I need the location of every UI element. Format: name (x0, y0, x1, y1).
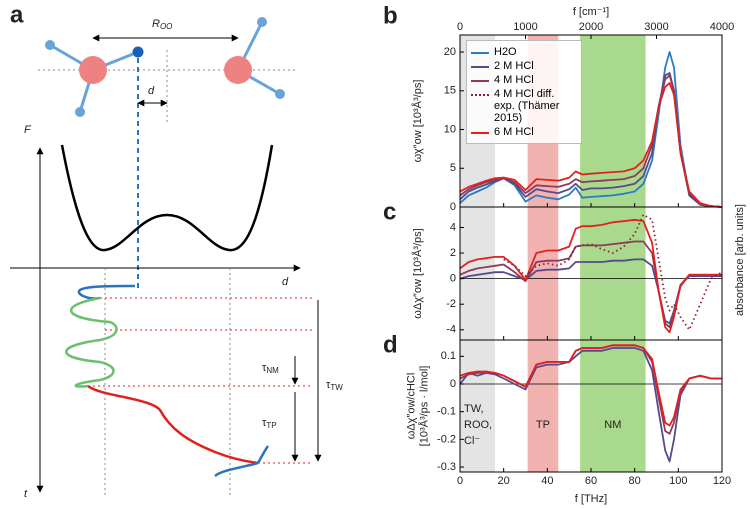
y2-axis-label: absorbance [arb. units] (734, 204, 746, 316)
y-tick-label: 0 (450, 378, 456, 390)
legend-label: 6 M HCl (494, 126, 534, 138)
y-tick-label: 20 (444, 46, 456, 58)
tau: τ (262, 417, 267, 429)
diagram: a ROO d F d t (10, 1, 343, 500)
d-label: d (148, 85, 155, 97)
region-label: TP (536, 419, 550, 431)
panel-letter: a (10, 1, 24, 28)
y-tick-label: 10 (444, 123, 456, 135)
x-tick-label: 60 (585, 475, 597, 487)
x2-tick-label: 4000 (710, 21, 734, 33)
shared-hydrogen (132, 46, 144, 58)
series-line (503, 213, 723, 331)
legend-entry: 4 M HCl diff. exp. (Thämer 2015) (471, 88, 577, 124)
region-label: NM (604, 419, 621, 431)
y-tick-label: 0 (450, 201, 456, 213)
oxygen (79, 56, 107, 84)
y-tick-label: -2 (446, 298, 456, 310)
region-label: Cl⁻ (464, 435, 480, 447)
legend-swatch (471, 94, 489, 96)
x-tick-label: 20 (498, 475, 510, 487)
tau-sub: TW (330, 383, 343, 392)
r-sub: OO (160, 22, 172, 31)
legend-label: 4 M HCl diff. exp. (Thämer 2015) (494, 88, 560, 124)
legend-entry: H2O (471, 46, 577, 58)
tau-sub: NM (266, 366, 279, 375)
legend: H2O 2 M HCl 4 M HCl 4 M HCl diff. exp. (Thä… (466, 40, 582, 144)
panel-letter: b (383, 2, 398, 29)
y-tick-label: 5 (450, 162, 456, 174)
tau-nm: τNM (262, 362, 279, 375)
y-axis-label: ωχ″ow [10³Å³/ps] (411, 80, 424, 163)
x2-tick-label: 0 (457, 21, 463, 33)
x2-axis-label: f [cm⁻¹] (573, 6, 609, 18)
legend-swatch (471, 80, 489, 82)
legend-label: H2O (494, 46, 517, 58)
y-tick-label: 2 (450, 247, 456, 259)
legend-label: 2 M HCl (494, 60, 534, 72)
region-label: TW, (464, 403, 484, 415)
t-label: t (24, 488, 28, 500)
y-tick-label: 4 (450, 221, 456, 233)
tau-tw: τTW (326, 379, 343, 392)
hydrogen (75, 107, 85, 117)
oxygen (224, 56, 252, 84)
x-tick-label: 100 (669, 475, 687, 487)
d-axis-label: d (282, 276, 289, 288)
region-label: ROO, (464, 419, 492, 431)
trajectory-start (77, 284, 136, 300)
r-label: ROO (152, 18, 172, 31)
y-axis-label: ωΔχ″ow [10³Å³/ps] (411, 228, 424, 318)
y-tick-label: 0.1 (441, 350, 456, 362)
panel-letter: c (383, 198, 396, 225)
potential-curve (60, 144, 274, 252)
tau: τ (262, 362, 267, 374)
time-markers (88, 297, 312, 464)
tau-tp: τTP (262, 417, 277, 430)
series-line (459, 347, 722, 463)
y-tick-label: -0.1 (437, 406, 456, 418)
tau: τ (326, 379, 331, 391)
tau-sub: TP (266, 421, 276, 430)
x-axis-label: f [THz] (575, 493, 607, 505)
series-line (459, 82, 723, 208)
x-tick-label: 40 (541, 475, 553, 487)
x2-tick-label: 3000 (644, 21, 668, 33)
hydrogen (275, 89, 285, 99)
legend-swatch (471, 66, 489, 68)
trajectory-end (214, 445, 270, 478)
x-tick-label: 120 (713, 475, 731, 487)
legend-swatch (471, 52, 489, 54)
x-tick-label: 80 (629, 475, 641, 487)
x2-tick-label: 2000 (579, 21, 603, 33)
y-tick-label: 15 (444, 85, 456, 97)
y-tick-label: -0.2 (437, 433, 456, 445)
trajectory-transfer (87, 384, 259, 465)
r-main: R (152, 18, 160, 30)
y-tick-label: -0.3 (437, 461, 456, 473)
f-label: F (24, 124, 32, 136)
y-tick-label: -4 (446, 324, 456, 336)
legend-entry: 2 M HCl (471, 60, 577, 72)
legend-swatch (471, 132, 489, 134)
y-tick-label: 0 (450, 273, 456, 285)
hydrogen (45, 40, 55, 50)
legend-entry: 6 M HCl (471, 126, 577, 138)
series-line (459, 344, 722, 427)
x-tick-label: 0 (457, 475, 463, 487)
panel-letter: d (383, 331, 398, 358)
y-axis-label: [10³Å³/ps · l/mol] (417, 366, 430, 447)
x2-tick-label: 1000 (513, 21, 537, 33)
legend-label: 4 M HCl (494, 74, 534, 86)
hydrogen (257, 17, 267, 27)
series-line (459, 218, 722, 334)
trajectory-oscillation (65, 296, 118, 388)
legend-entry: 4 M HCl (471, 74, 577, 86)
y-axis-label: ωΔχ″ow/cHCl (405, 373, 417, 440)
